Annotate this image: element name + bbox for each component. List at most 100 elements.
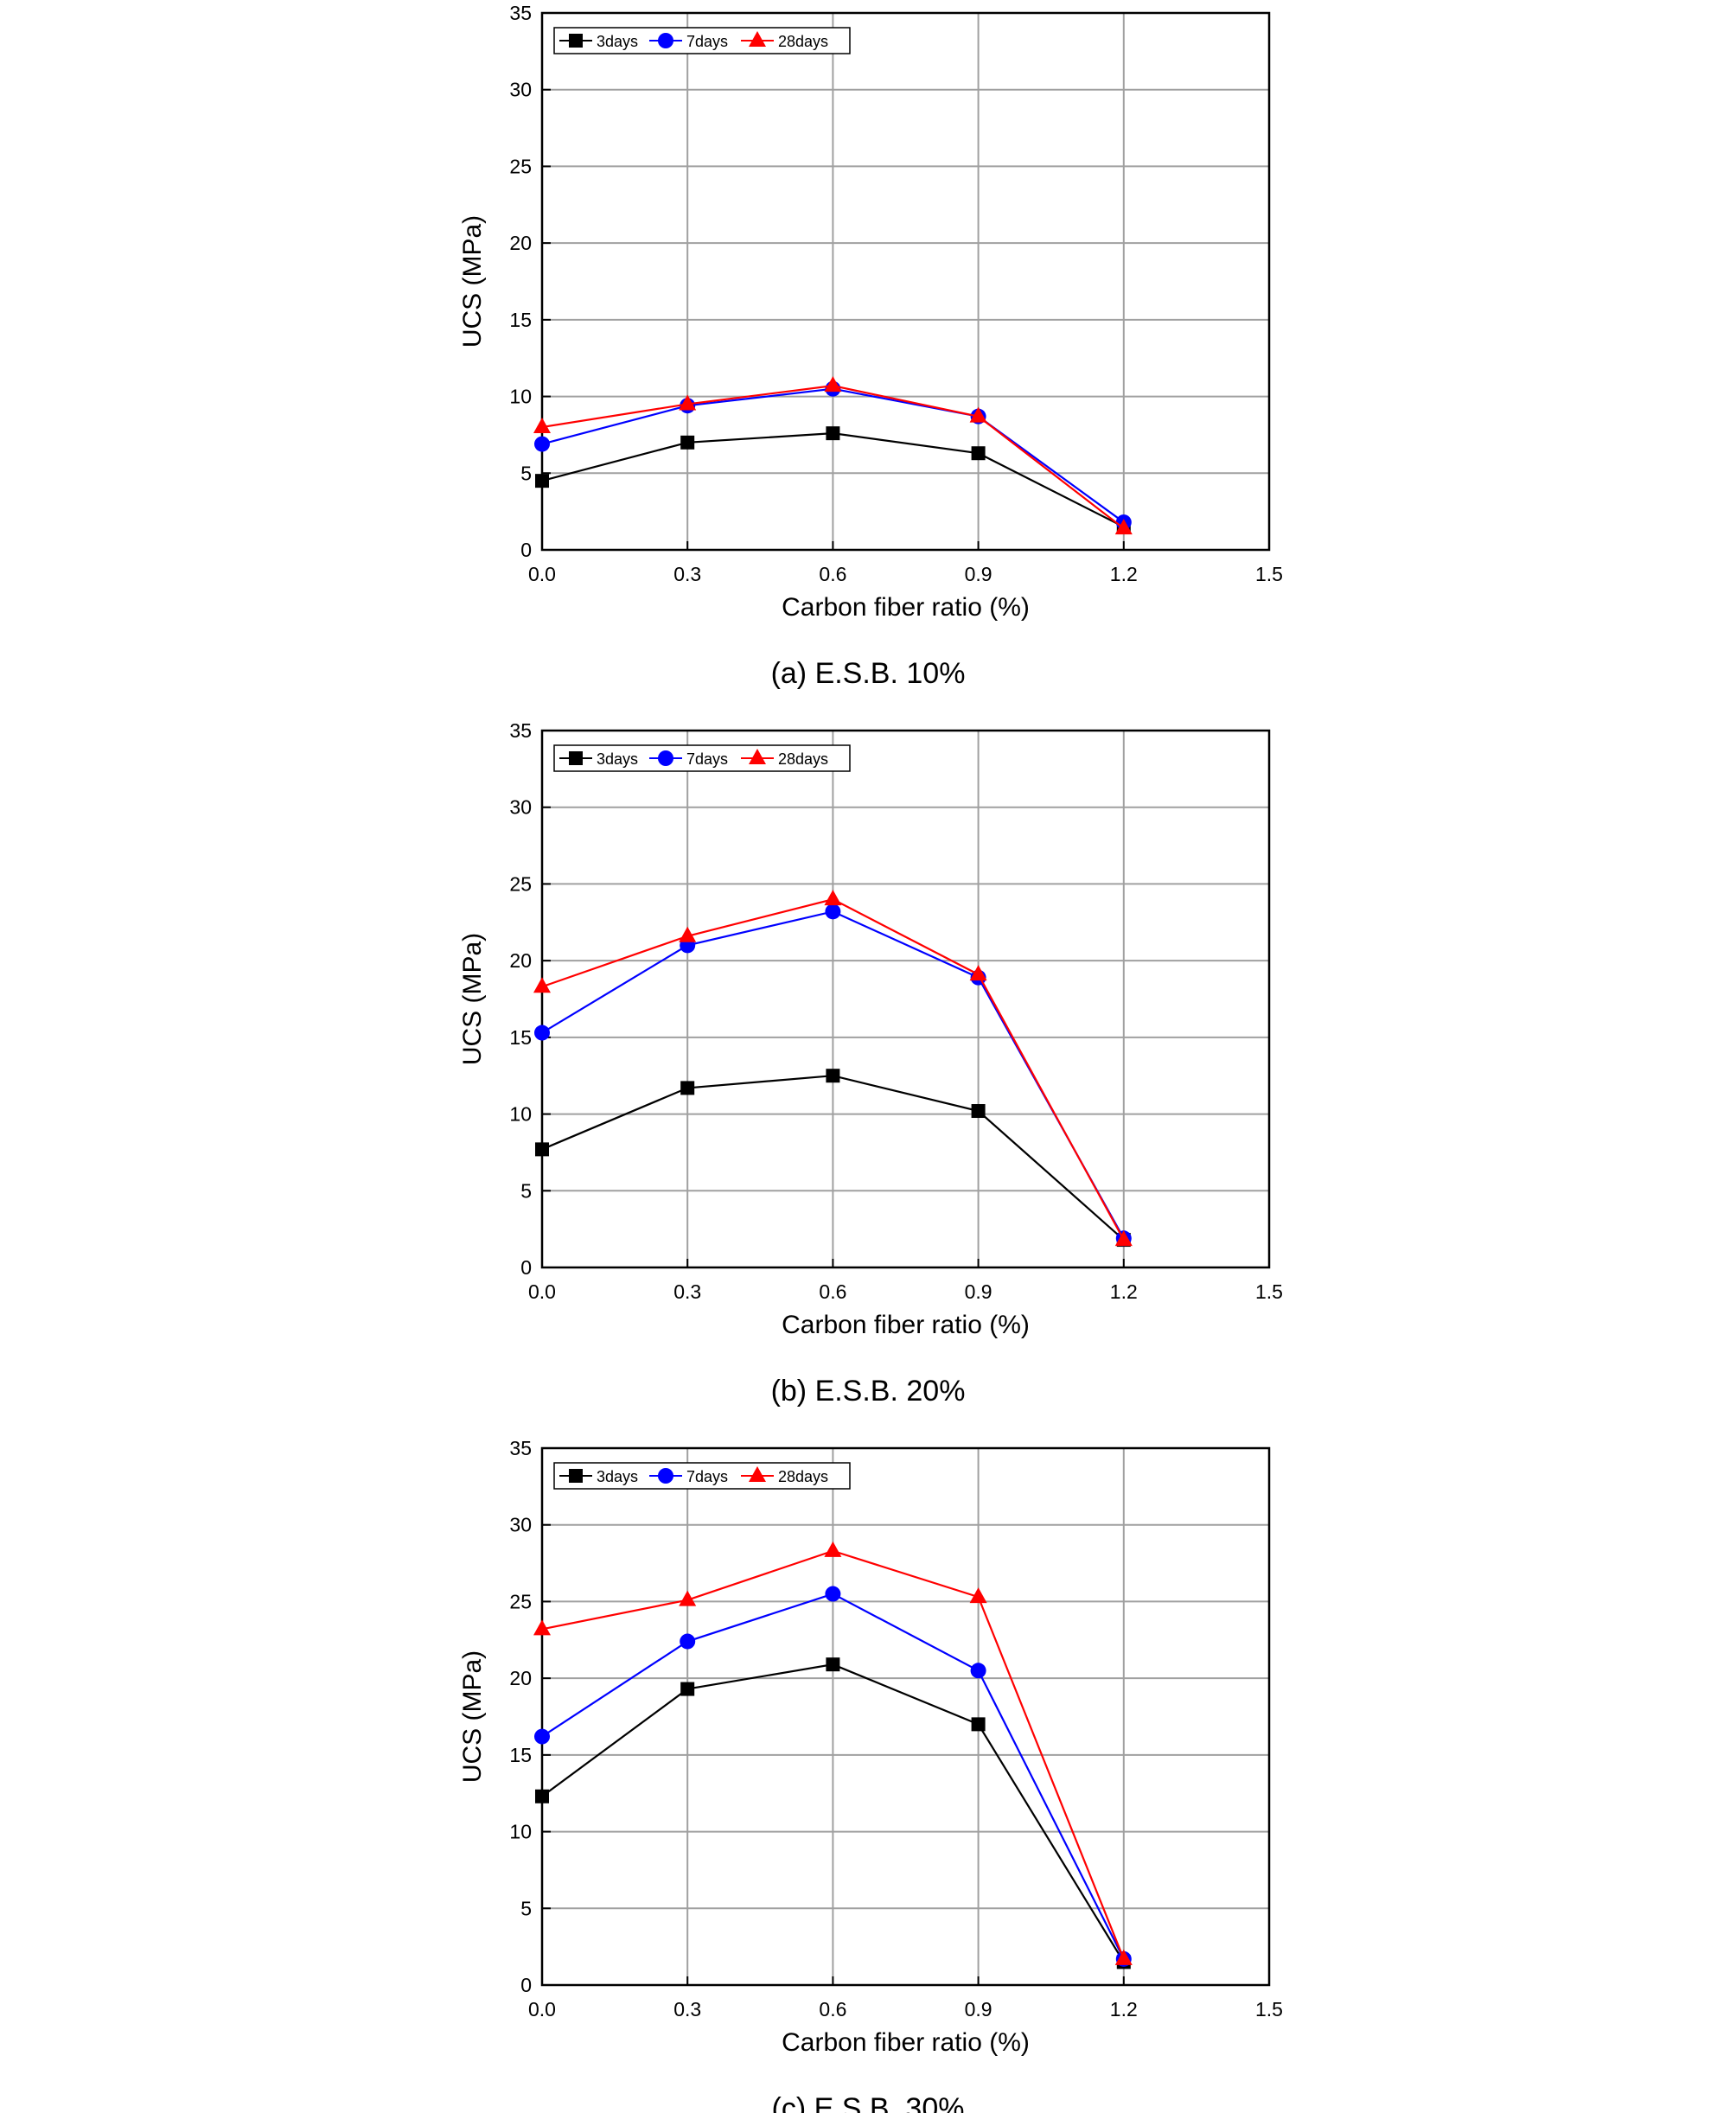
data-point-28days (969, 406, 987, 423)
data-point-3days (535, 474, 549, 488)
data-point-28days (1114, 1230, 1133, 1247)
data-point-3days (680, 1682, 695, 1696)
plot-frame (540, 729, 1271, 1269)
legend: 3days 7days 28days (553, 744, 851, 772)
panel-caption: (b) E.S.B. 20% (771, 1375, 966, 1408)
data-point-3days (971, 1717, 986, 1732)
y-tick-label: 10 (509, 1821, 532, 1843)
plot-frame (540, 11, 1271, 552)
data-point-28days (824, 376, 842, 393)
y-tick-label: 30 (509, 796, 532, 819)
legend-marker-28days (749, 31, 766, 47)
x-tick-label: 0.0 (528, 1280, 556, 1303)
data-point-7days (825, 903, 841, 920)
data-point-28days (679, 1590, 697, 1606)
x-tick-label: 1.2 (1110, 563, 1138, 585)
x-tick-label: 0.0 (528, 563, 556, 585)
y-tick-label: 20 (509, 232, 532, 254)
data-point-28days (533, 1619, 551, 1636)
x-tick-label: 0.0 (528, 1998, 556, 2020)
chart-svg-c: 0.0 0.3 0.6 0.9 1.2 1.5 0 5 10 15 20 25 30 35 Carbon f… (458, 1437, 1283, 2113)
data-point-3days (826, 1069, 840, 1083)
x-tick-label: 1.5 (1255, 1280, 1283, 1303)
data-point-3days (826, 1657, 840, 1672)
y-tick-label: 35 (509, 719, 532, 742)
x-tick-label: 0.6 (819, 563, 846, 585)
data-point-3days (971, 446, 986, 461)
legend-label-3days: 3days (597, 1468, 638, 1485)
y-axis-title: UCS (MPa) (458, 1650, 487, 1783)
legend: 3days 7days 28days (553, 27, 851, 54)
legend-marker-3days (569, 751, 583, 765)
data-point-7days (534, 436, 550, 452)
panel-caption: (c) E.S.B. 30% (772, 2092, 965, 2113)
legend-label-28days: 28days (778, 33, 828, 50)
x-tick-label: 0.3 (673, 563, 701, 585)
data-point-7days (970, 1663, 986, 1679)
legend-label-28days: 28days (778, 750, 828, 768)
y-tick-label: 15 (509, 309, 532, 331)
x-tick-label: 0.3 (673, 1998, 701, 2020)
y-tick-label: 25 (509, 1590, 532, 1612)
x-tick-label: 0.9 (965, 563, 992, 585)
legend-marker-3days (569, 1469, 583, 1483)
y-tick-label: 15 (509, 1744, 532, 1766)
data-point-3days (971, 1104, 986, 1119)
legend-label-3days: 3days (597, 33, 638, 50)
y-tick-label: 0 (520, 1974, 532, 1996)
series-28days (533, 890, 1133, 1247)
y-tick-label: 5 (520, 1897, 532, 1919)
y-tick-label: 10 (509, 386, 532, 408)
data-point-7days (534, 1728, 550, 1745)
y-tick-label: 0 (520, 539, 532, 561)
data-point-28days (824, 890, 842, 906)
x-tick-label: 1.2 (1110, 1998, 1138, 2020)
data-point-28days (533, 977, 551, 993)
chart-svg-a: 0.0 0.3 0.6 0.9 1.2 1.5 0 5 10 15 20 25 30 35 Carbon f… (458, 2, 1283, 690)
x-axis-title: Carbon fiber ratio (%) (782, 1311, 1030, 1339)
legend: 3days 7days 28days (553, 1462, 851, 1490)
data-point-28days (1114, 1949, 1133, 1965)
data-point-3days (680, 435, 695, 450)
legend-marker-3days (569, 34, 583, 48)
data-point-3days (680, 1081, 695, 1095)
y-tick-label: 10 (509, 1103, 532, 1126)
legend-marker-28days (749, 749, 766, 764)
x-tick-label: 0.9 (965, 1998, 992, 2020)
legend-marker-7days (658, 1468, 673, 1484)
data-point-28days (969, 965, 987, 981)
panel-caption: (a) E.S.B. 10% (771, 657, 966, 690)
grid-lines (541, 12, 1270, 551)
y-tick-label: 25 (509, 872, 532, 895)
legend-label-7days: 7days (686, 1468, 728, 1485)
chart-svg-b: 0.0 0.3 0.6 0.9 1.2 1.5 0 5 10 15 20 25 30 35 Carbon f… (458, 719, 1283, 1408)
data-point-28days (824, 1541, 842, 1557)
x-tick-label: 0.9 (965, 1280, 992, 1303)
series-28days (533, 376, 1133, 535)
grid-lines (541, 730, 1270, 1268)
x-tick-label: 1.5 (1255, 1998, 1283, 2020)
data-point-28days (679, 926, 697, 942)
x-axis-title: Carbon fiber ratio (%) (782, 593, 1030, 622)
legend-marker-28days (749, 1466, 766, 1482)
y-tick-label: 20 (509, 1667, 532, 1689)
y-tick-label: 5 (520, 1179, 532, 1202)
chart-panel-c: 0.0 0.3 0.6 0.9 1.2 1.5 0 5 10 15 20 25 30 35 Carbon f… (0, 1435, 1736, 2113)
data-point-3days (826, 426, 840, 441)
data-point-7days (680, 1633, 696, 1650)
data-point-28days (679, 394, 697, 411)
y-tick-label: 30 (509, 1514, 532, 1536)
data-point-7days (534, 1025, 550, 1041)
legend-box (553, 1462, 851, 1490)
y-tick-label: 30 (509, 79, 532, 101)
data-point-7days (825, 1586, 841, 1602)
y-tick-label: 20 (509, 949, 532, 972)
y-axis-title: UCS (MPa) (458, 933, 487, 1065)
data-point-3days (535, 1142, 549, 1157)
data-point-28days (969, 1587, 987, 1604)
y-axis-title: UCS (MPa) (458, 215, 487, 348)
legend-label-7days: 7days (686, 750, 728, 768)
legend-label-28days: 28days (778, 1468, 828, 1485)
legend-marker-7days (658, 750, 673, 766)
x-tick-label: 1.2 (1110, 1280, 1138, 1303)
